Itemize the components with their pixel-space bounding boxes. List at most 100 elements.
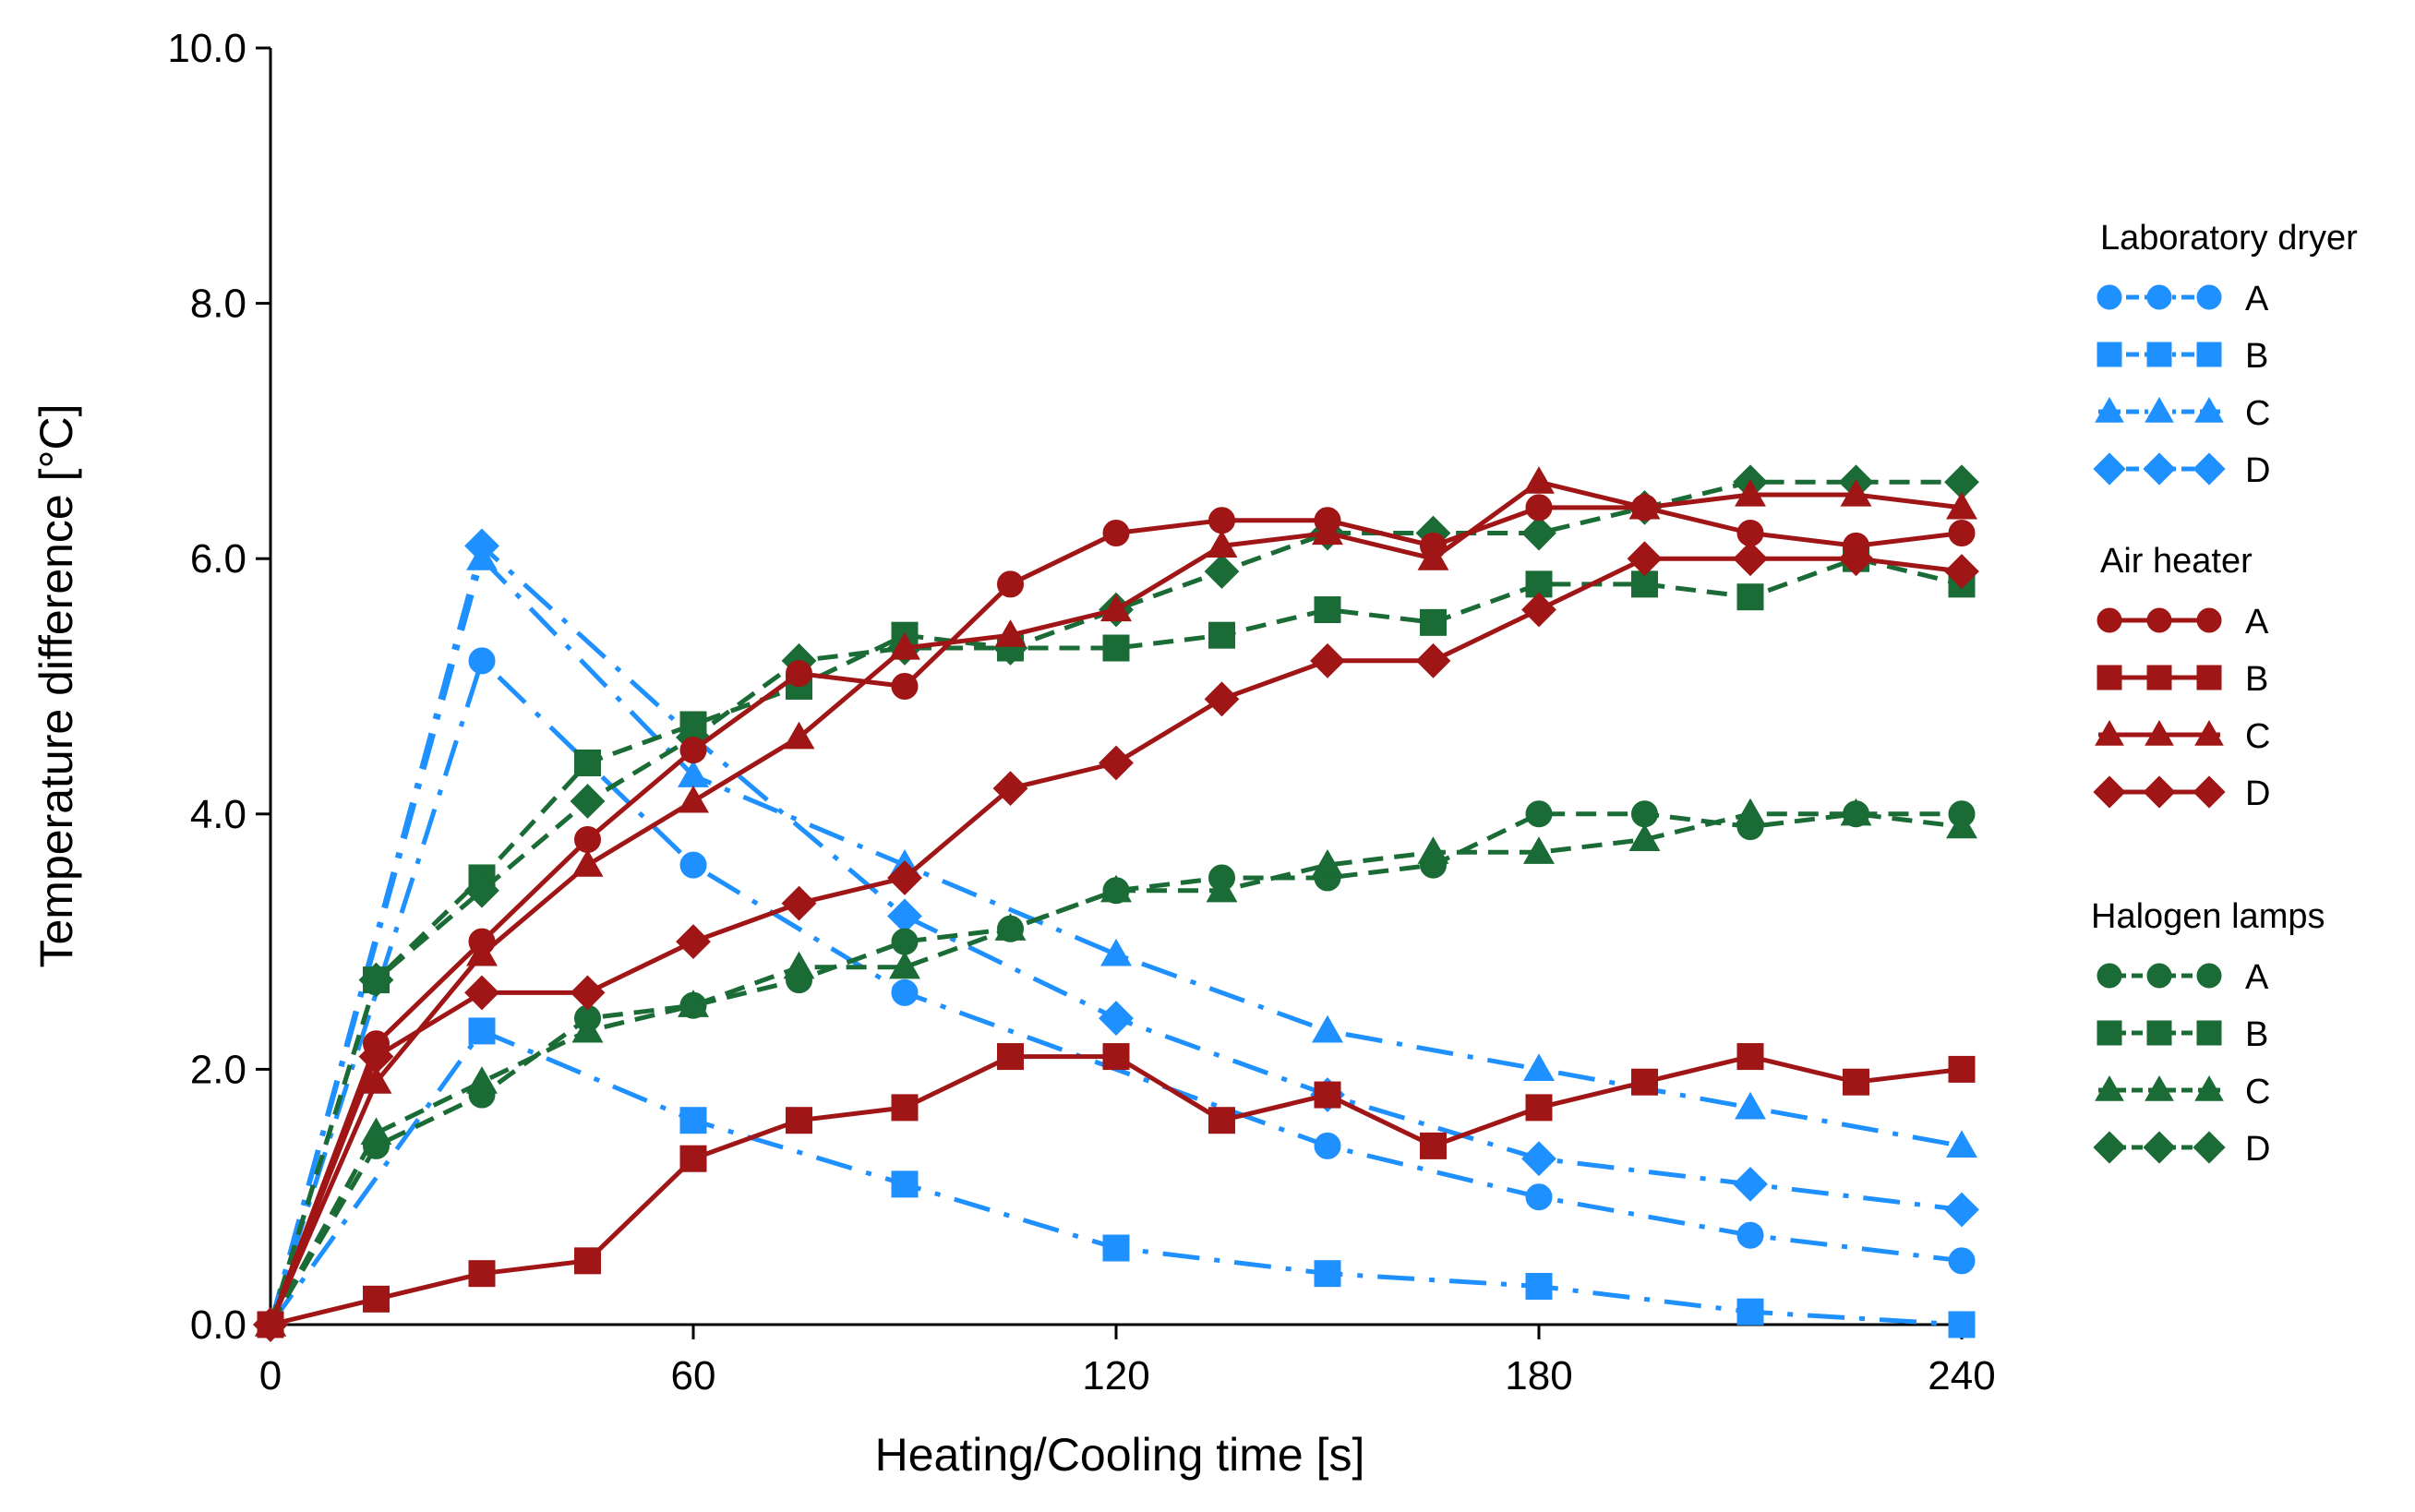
y-tick-label: 6.0 [190,536,246,582]
air-heater-a-point [679,737,707,764]
air-heater-d-point [1310,642,1345,678]
halogen-lamps-d-point [1204,554,1240,589]
y-tick-label: 4.0 [190,792,246,837]
legend-laboratory-dryer-d-marker [2093,452,2126,486]
air-heater-b-point [786,1107,812,1134]
halogen-lamps-b-line [268,556,1963,1326]
halogen-lamps-b-point [1314,596,1341,624]
legend-halogen-lamps-d-label: D [2245,1130,2270,1169]
legend-laboratory-dryer-d-marker [2143,452,2176,486]
legend-air-heater-b-label: B [2245,660,2268,699]
halogen-lamps-c-point [1417,836,1449,864]
laboratory-dryer-c-line [268,556,1963,1326]
air-heater-a-point [1948,520,1976,547]
legend-title-laboratory-dryer: Laboratory dryer [2100,219,2358,258]
legend-laboratory-dryer-b-marker [2196,342,2222,367]
legend-laboratory-dryer-c-marker [2095,397,2124,423]
air-heater-c-point [466,938,498,966]
air-heater-d-point [1627,541,1663,577]
air-heater-a-point [1525,494,1553,522]
halogen-lamps-c-point [466,1066,498,1094]
legend-laboratory-dryer-d-label: D [2245,451,2270,490]
legend-title-halogen-lamps: Halogen lamps [2091,897,2325,936]
laboratory-dryer-d-point [1521,1141,1556,1177]
x-tick-label: 60 [671,1353,716,1398]
legend-halogen-lamps-c-marker [2095,1075,2124,1101]
air-heater-b-point [468,1260,496,1288]
series-layer [253,464,1979,1342]
axes [269,48,1962,1326]
laboratory-dryer-c-point [1946,1130,1977,1158]
laboratory-dryer-d-point [1944,1192,1979,1228]
x-tick-label: 180 [1505,1353,1572,1398]
y-tick-label: 0.0 [190,1302,246,1348]
laboratory-dryer-b-point [1314,1260,1341,1288]
halogen-lamps-c-point [360,1117,392,1146]
air-heater-a-point [891,673,919,700]
air-heater-c-point [1417,543,1449,570]
air-heater-d-point [1838,541,1874,577]
legend-halogen-lamps-c-marker [2194,1075,2224,1101]
legend-laboratory-dryer-c-marker [2194,397,2224,423]
air-heater-d-point [358,1038,394,1074]
halogen-lamps-d-line [268,479,1962,1326]
halogen-lamps-c-point [889,951,920,979]
air-heater-b-point [679,1145,707,1172]
legend-laboratory-dryer-a-marker [2146,284,2172,310]
laboratory-dryer-b-point [891,1170,919,1198]
air-heater-c-point [571,849,604,877]
air-heater-b-point [1420,1132,1447,1159]
halogen-lamps-c-point [678,990,709,1017]
air-heater-c-point [1206,530,1238,558]
halogen-lamps-b-point [1102,634,1130,662]
legend-air-heater-d-marker [2093,775,2126,809]
air-heater-b-point [1314,1081,1341,1109]
air-heater-d-point [781,885,817,921]
legend-halogen-lamps-d-marker [2093,1131,2126,1164]
laboratory-dryer-c-series [255,543,1977,1337]
halogen-lamps-c-point [1946,810,1977,839]
laboratory-dryer-b-line [268,1028,1963,1327]
halogen-lamps-c-point [1735,798,1766,826]
halogen-lamps-c-point [1100,874,1132,903]
laboratory-dryer-d-point [464,528,499,564]
halogen-lamps-d-point [464,872,499,908]
legend-air-heater-b-marker [2097,665,2122,690]
halogen-lamps-a-point [891,928,919,955]
legend-halogen-lamps-a-marker [2146,963,2172,989]
halogen-lamps-b-point [574,749,601,776]
air-heater-d-point [1415,642,1451,678]
halogen-lamps-d-point [570,784,606,819]
legend-air-heater-a-marker [2196,607,2222,633]
legend-laboratory-dryer-c-label: C [2245,394,2270,433]
air-heater-d-point [1204,681,1240,717]
legend-halogen-lamps-d-marker [2143,1131,2176,1164]
legend-laboratory-dryer-b-label: B [2245,337,2268,376]
y-tick-label: 10.0 [167,26,246,71]
air-heater-b-series [257,1043,1976,1338]
air-heater-c-point [1523,466,1555,494]
laboratory-dryer-c-point [1312,1014,1343,1043]
air-heater-d-point [464,975,499,1011]
air-heater-b-line [270,1054,1963,1327]
legend-air-heater-a-label: A [2245,603,2269,642]
laboratory-dryer-b-point [468,1017,496,1045]
air-heater-b-point [1525,1094,1553,1122]
legend-halogen-lamps-a-label: A [2245,958,2269,997]
x-axis-title: Heating/Cooling time [s] [875,1429,1365,1481]
y-axis-title: Temperature difference [°C] [30,403,82,967]
halogen-lamps-c-series [255,798,1977,1337]
legend-halogen-lamps-a-marker [2196,963,2222,989]
laboratory-dryer-a-point [1736,1221,1764,1249]
air-heater-b-point [997,1043,1024,1071]
halogen-lamps-a-point [1525,800,1553,828]
laboratory-dryer-c-point [1523,1053,1555,1081]
air-heater-c-point [1100,594,1132,622]
laboratory-dryer-c-point [1100,938,1132,966]
air-heater-c-point [1735,478,1766,507]
air-heater-c-point [783,721,815,750]
air-heater-b-point [574,1247,601,1275]
air-heater-d-point [1944,554,1979,589]
laboratory-dryer-a-point [891,978,919,1006]
air-heater-b-point [891,1094,919,1122]
